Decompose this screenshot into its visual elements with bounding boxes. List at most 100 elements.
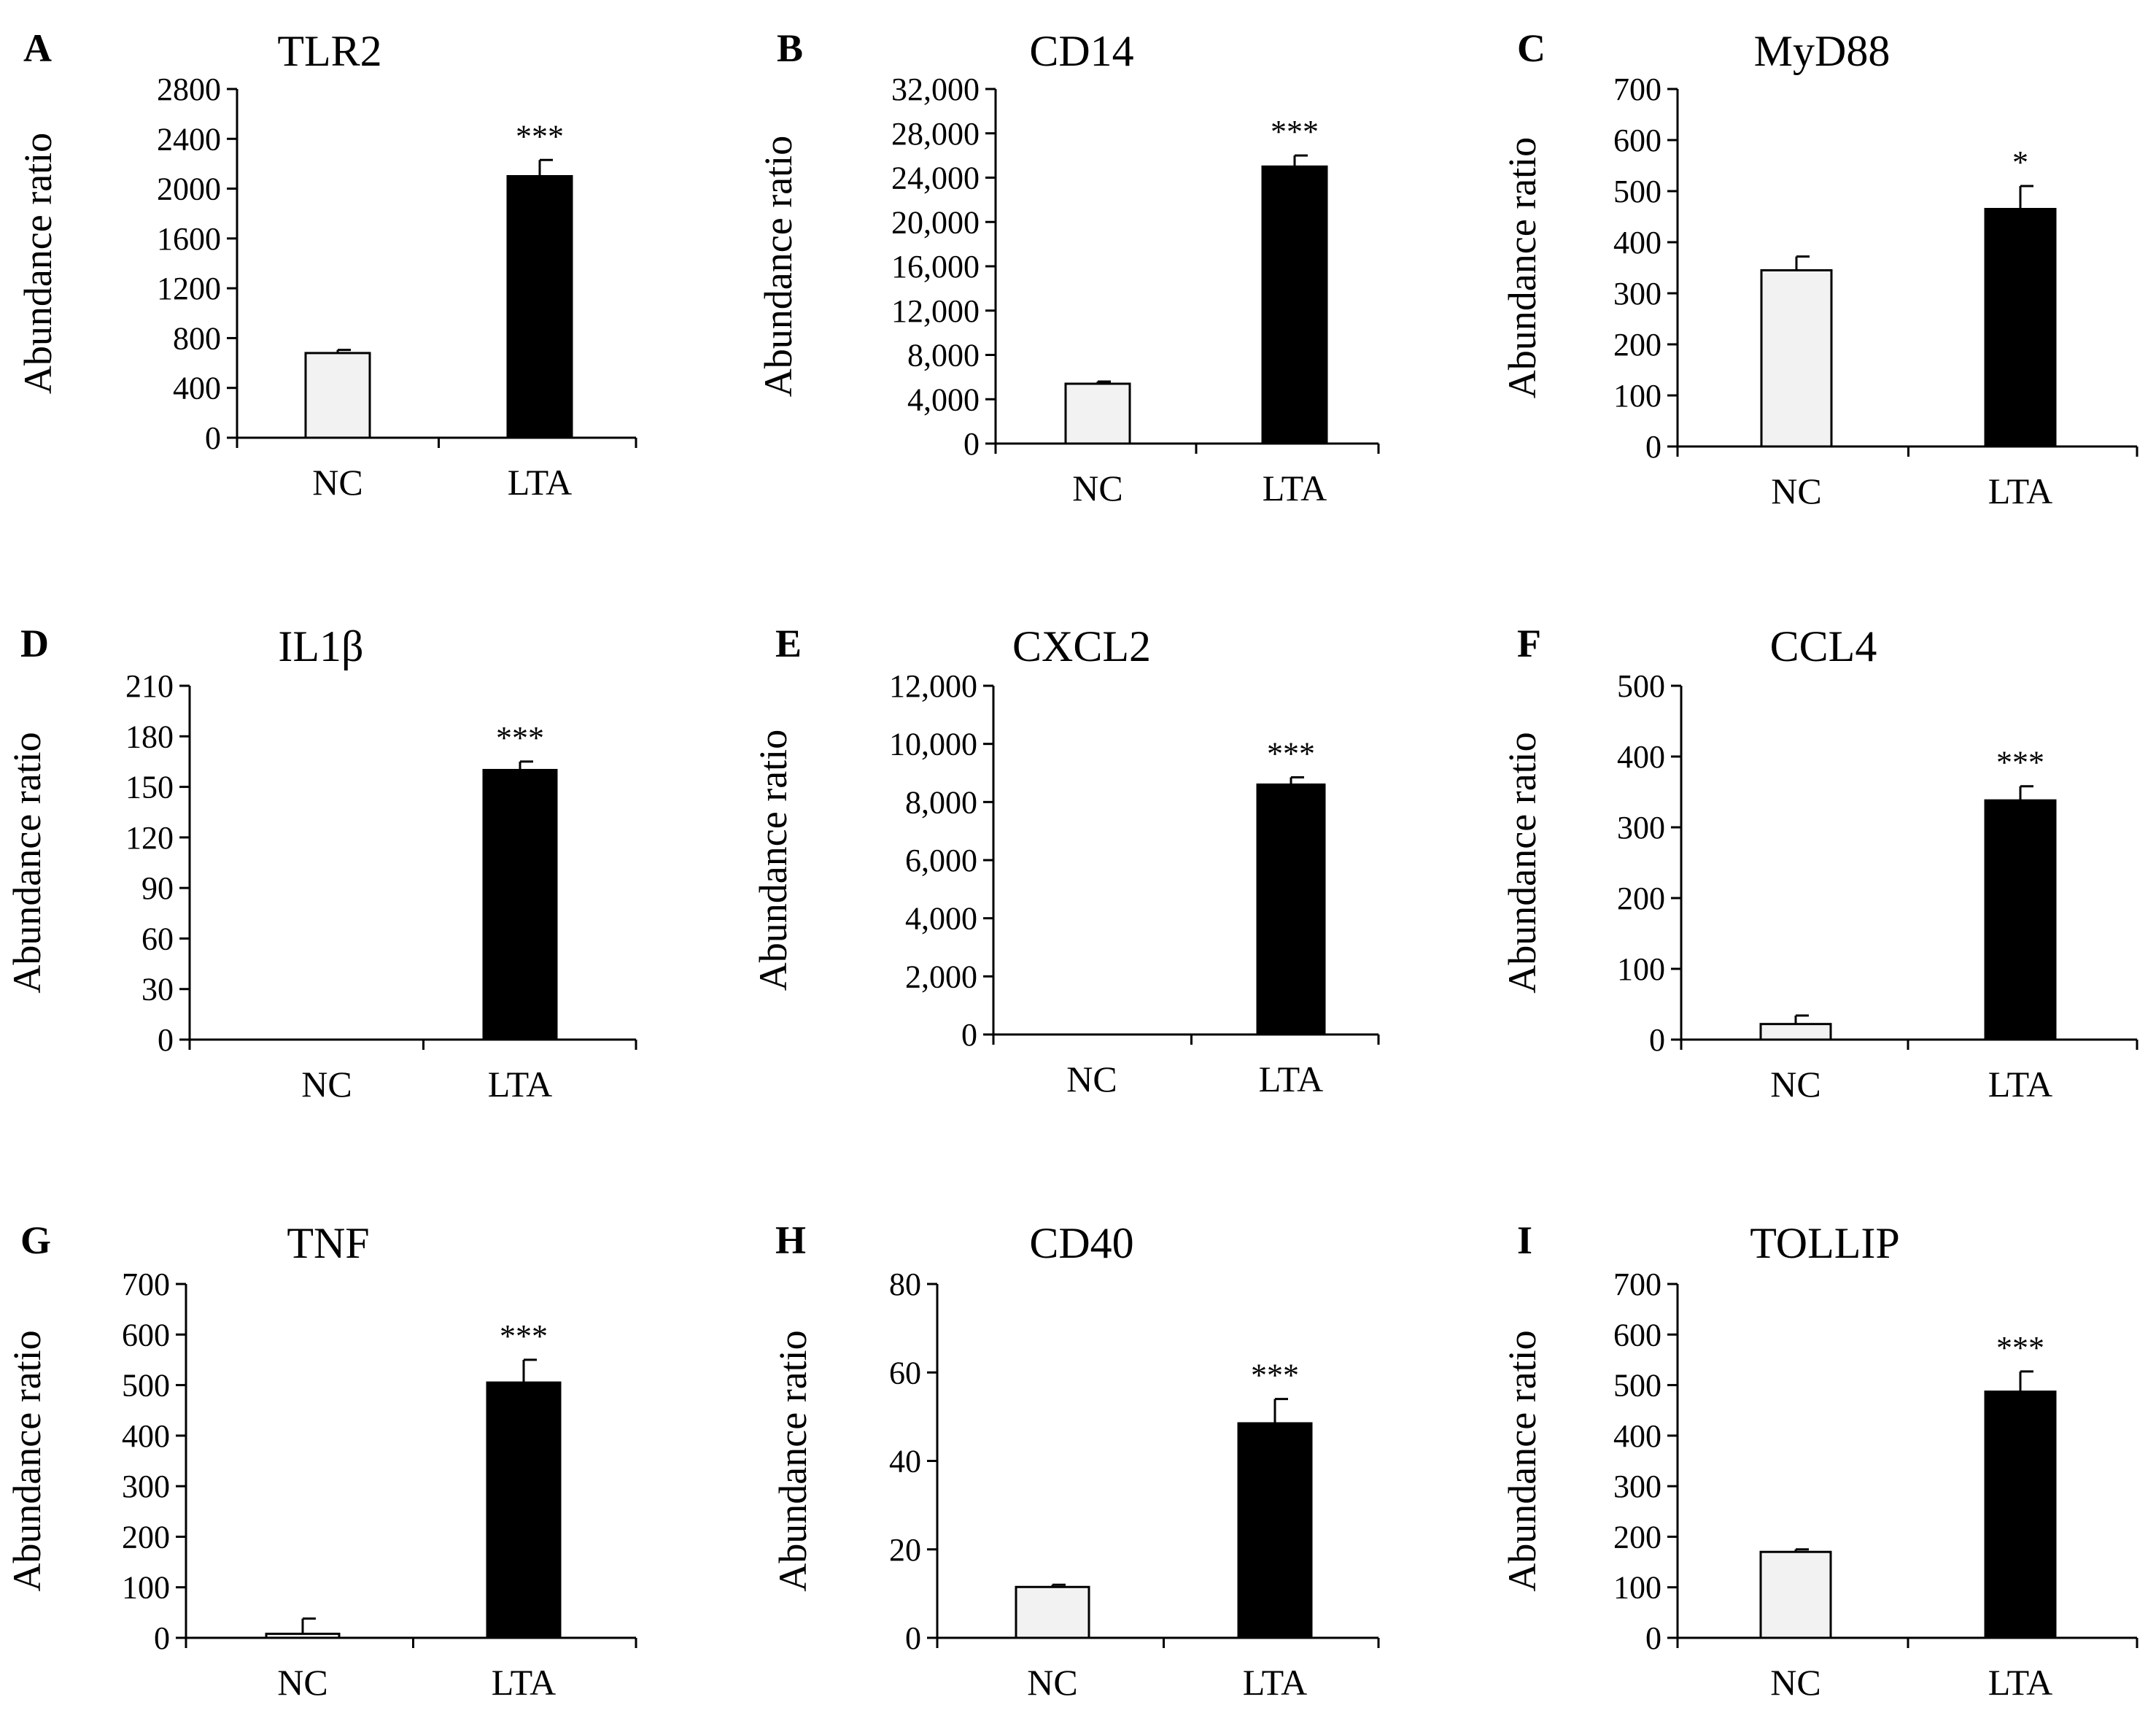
panel-d: D IL1β Abundance ratio 0 30 60 90 120 150 180 210 N… [5,622,637,1105]
y-tick-label: 500 [1613,174,1661,209]
panel-letter: H [775,1218,806,1262]
y-tick-label: 400 [122,1418,170,1454]
bar-lta [482,768,558,1041]
y-tick-label: 4,000 [905,901,977,937]
y-tick-label: 12,000 [891,293,980,329]
y-tick-label: 400 [1617,739,1665,775]
significance-label: *** [1267,735,1315,771]
x-category-label: NC [1770,1662,1820,1703]
panel-g: G TNF Abundance ratio 0 100 200 300 400 500 600 70… [5,1218,637,1703]
bar-nc [1759,1023,1832,1041]
y-tick-label: 0 [158,1022,174,1058]
y-tick-label: 300 [1613,1469,1661,1504]
panel-letter: C [1517,26,1546,70]
bar-nc [1759,1550,1832,1639]
x-category-label: NC [1066,1059,1117,1099]
chart-title: CD40 [1029,1219,1133,1267]
y-axis-title: Abundance ratio [751,730,795,991]
y-tick-label: 20 [889,1532,921,1568]
x-category-label: LTA [488,1064,553,1105]
y-tick-label: 100 [1617,951,1665,987]
y-tick-label: 300 [122,1469,170,1504]
y-tick-label: 100 [122,1570,170,1606]
y-axis-title: Abundance ratio [1500,137,1544,398]
y-tick-label: 500 [1613,1368,1661,1404]
bar-lta [1237,1422,1313,1639]
y-tick-label: 0 [905,1620,921,1656]
x-category-label: LTA [1988,471,2053,511]
y-tick-label: 200 [1613,1519,1661,1555]
panel-letter: A [23,26,52,70]
y-tick-label: 200 [1617,881,1665,916]
y-tick-label: 12,000 [889,668,977,704]
panel-letter: D [20,622,49,665]
bar-nc [1064,382,1131,445]
x-category-label: LTA [1988,1064,2053,1105]
chart-title: CCL4 [1770,622,1877,670]
chart-title: CD14 [1029,27,1133,75]
panel-letter: B [777,26,803,70]
y-axis-title: Abundance ratio [5,732,49,993]
y-tick-label: 600 [122,1317,170,1353]
y-tick-label: 300 [1617,810,1665,846]
significance-label: * [2012,144,2028,180]
y-tick-label: 60 [141,921,174,956]
y-tick-label: 1600 [157,221,221,257]
x-category-label: NC [1770,1064,1820,1105]
y-tick-label: 4,000 [907,382,980,417]
x-category-label: NC [277,1662,327,1703]
bar-lta [1256,783,1326,1036]
significance-label: *** [496,720,544,756]
y-tick-label: 500 [1617,668,1665,704]
significance-label: *** [1251,1358,1299,1393]
panel-letter: E [775,622,802,665]
y-tick-label: 800 [173,320,221,356]
x-category-label: LTA [508,462,573,503]
y-tick-label: 40 [889,1444,921,1480]
bar-lta [1984,799,2057,1041]
y-tick-label: 600 [1613,1317,1661,1353]
panel-letter: F [1517,622,1541,665]
y-tick-label: 2800 [157,71,221,107]
bar-nc [1760,269,1833,448]
y-tick-label: 1200 [157,271,221,306]
bar-nc [304,352,371,439]
y-tick-label: 400 [173,371,221,406]
y-tick-label: 500 [122,1368,170,1404]
y-tick-label: 0 [154,1620,170,1656]
chart-title: MyD88 [1754,27,1891,75]
panel-c: C MyD88 Abundance ratio 0 100 200 300 400 500 600… [1500,26,2138,511]
y-axis-title: Abundance ratio [1500,1330,1544,1591]
y-tick-label: 700 [122,1266,170,1302]
y-tick-label: 0 [1645,429,1661,465]
x-category-label: LTA [1263,468,1327,508]
y-tick-label: 100 [1613,1570,1661,1606]
y-axis-title: Abundance ratio [756,136,800,397]
y-tick-label: 200 [122,1519,170,1555]
y-axis-title: Abundance ratio [1500,732,1544,993]
y-tick-label: 0 [963,426,980,462]
y-tick-label: 20,000 [891,204,980,240]
y-tick-label: 8,000 [907,338,980,374]
bar-nc [265,1632,341,1639]
y-tick-label: 400 [1613,225,1661,260]
x-category-label: LTA [1259,1059,1324,1099]
panel-f: F CCL4 Abundance ratio 0 100 200 300 400 500 NC **… [1500,622,2138,1105]
y-tick-label: 32,000 [891,71,980,107]
panel-a: A TLR2 Abundance ratio 0 400 800 1200 1600 2000 2… [16,26,637,503]
x-category-label: LTA [1988,1662,2053,1703]
chart-title: IL1β [278,622,363,670]
x-category-label: LTA [492,1662,557,1703]
panel-letter: I [1517,1218,1532,1262]
y-tick-label: 0 [961,1017,977,1053]
x-category-label: NC [1771,471,1821,511]
y-tick-label: 10,000 [889,727,977,762]
y-tick-label: 300 [1613,276,1661,312]
bar-lta [1984,1391,2057,1639]
y-tick-label: 80 [889,1266,921,1302]
x-category-label: LTA [1243,1662,1308,1703]
chart-title: TNF [287,1219,369,1267]
bar-lta [1261,165,1328,445]
y-tick-label: 28,000 [891,116,980,152]
